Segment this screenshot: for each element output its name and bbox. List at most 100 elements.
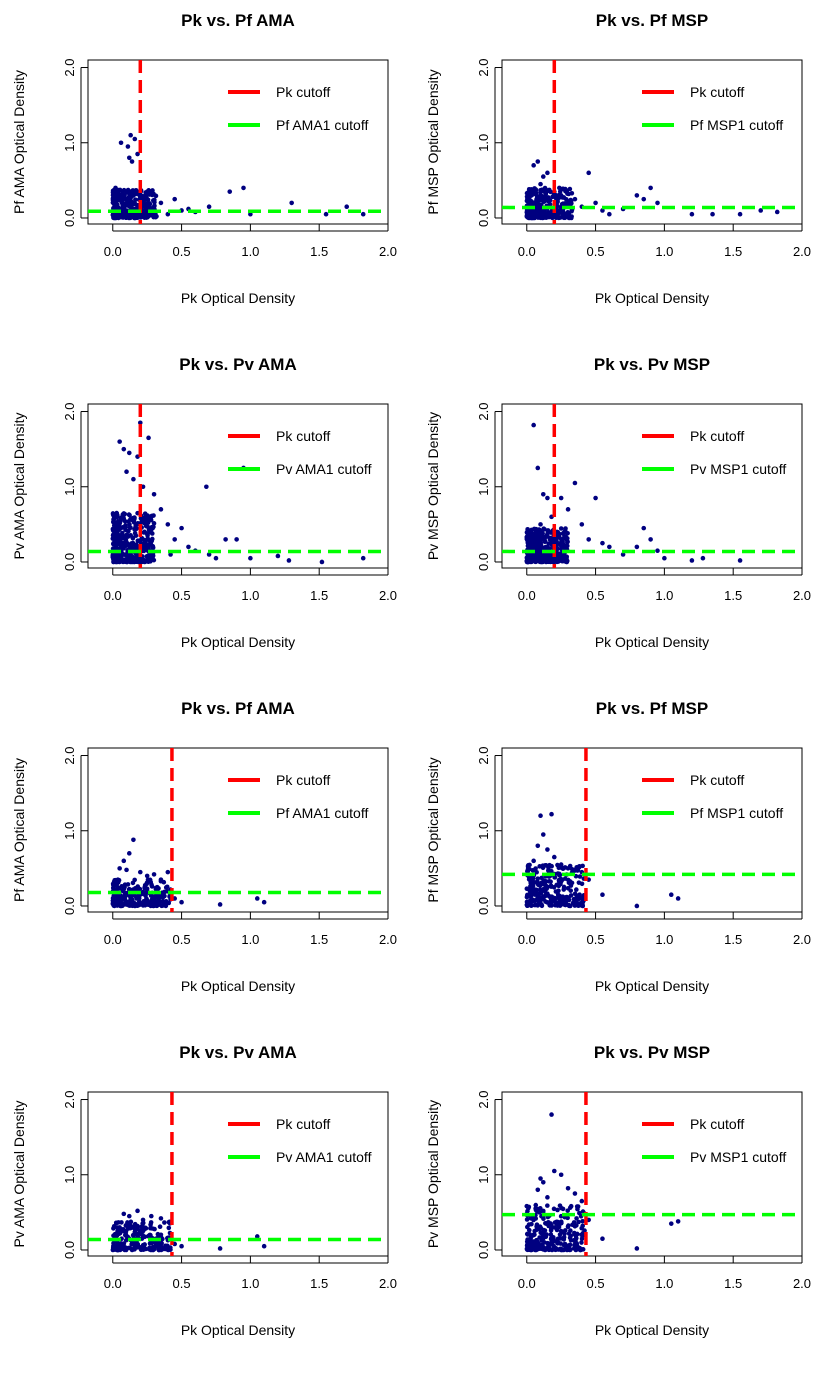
data-point bbox=[558, 876, 564, 882]
data-point bbox=[150, 198, 156, 203]
data-point bbox=[148, 1220, 154, 1225]
scatter-plot: Pk vs. Pf MSP 0.0 0.5 1.0 1.5 2.0 0.0 1.0 2.0 Pk … bbox=[425, 699, 811, 994]
data-point bbox=[158, 877, 164, 882]
data-point bbox=[158, 1232, 164, 1238]
plot-frame bbox=[87, 59, 389, 225]
data-point bbox=[141, 537, 147, 543]
data-point bbox=[675, 1219, 681, 1224]
data-points bbox=[524, 1112, 681, 1253]
data-point bbox=[131, 193, 136, 198]
data-point bbox=[574, 887, 579, 892]
x-tick-label: 2.0 bbox=[793, 244, 811, 259]
data-point bbox=[576, 1219, 581, 1225]
data-point bbox=[593, 200, 598, 206]
data-point bbox=[146, 542, 152, 548]
data-point bbox=[142, 883, 148, 888]
data-point bbox=[564, 559, 570, 565]
data-point bbox=[555, 902, 561, 908]
legend: Pk cutoff Pf MSP1 cutoff bbox=[642, 84, 783, 133]
data-point bbox=[528, 544, 534, 550]
data-point bbox=[565, 866, 571, 871]
data-point bbox=[150, 192, 155, 198]
data-point bbox=[774, 209, 780, 215]
data-point bbox=[607, 211, 612, 217]
data-point bbox=[559, 1220, 564, 1226]
data-point bbox=[206, 204, 212, 209]
x-tick-label: 0.0 bbox=[104, 932, 122, 947]
plot-frame bbox=[87, 1091, 389, 1257]
data-point bbox=[547, 187, 552, 193]
data-point bbox=[112, 203, 117, 208]
data-point bbox=[126, 211, 132, 217]
data-point bbox=[531, 858, 536, 864]
legend: Pk cutoff Pv MSP1 cutoff bbox=[642, 1116, 786, 1165]
data-point bbox=[158, 507, 164, 512]
x-axis-label: Pk Optical Density bbox=[595, 1322, 709, 1338]
data-point bbox=[154, 1243, 159, 1248]
legend-label: Pf AMA1 cutoff bbox=[276, 805, 368, 821]
data-point bbox=[289, 200, 294, 206]
data-point bbox=[526, 900, 531, 906]
data-point bbox=[159, 903, 165, 909]
data-point bbox=[151, 894, 157, 900]
data-point bbox=[560, 201, 566, 207]
data-point bbox=[577, 892, 582, 897]
data-point bbox=[157, 899, 163, 904]
x-tick-label: 1.0 bbox=[655, 1276, 673, 1291]
x-tick-label: 0.0 bbox=[518, 932, 536, 947]
data-point bbox=[156, 1247, 162, 1253]
data-point bbox=[141, 530, 147, 535]
data-point bbox=[531, 1232, 536, 1238]
data-point bbox=[142, 1246, 147, 1251]
data-point bbox=[578, 902, 583, 908]
data-point bbox=[524, 1217, 530, 1222]
x-tick-label: 0.5 bbox=[173, 932, 191, 947]
data-point bbox=[261, 899, 267, 905]
data-point bbox=[538, 533, 543, 538]
data-point bbox=[134, 542, 139, 547]
data-points bbox=[524, 811, 681, 909]
data-point bbox=[344, 204, 350, 209]
data-point bbox=[132, 515, 137, 520]
y-tick-label: 2.0 bbox=[476, 402, 491, 420]
legend-label: Pf MSP1 cutoff bbox=[690, 805, 783, 821]
scatter-panel: Pk vs. Pv MSP 0.0 0.5 1.0 1.5 2.0 0.0 1.0 2.0 Pk … bbox=[414, 344, 828, 688]
data-point bbox=[662, 555, 667, 561]
data-point bbox=[122, 1229, 127, 1234]
data-point bbox=[574, 1235, 579, 1241]
data-point bbox=[146, 435, 151, 441]
data-point bbox=[547, 214, 553, 219]
data-point bbox=[126, 190, 132, 196]
y-axis-label: Pv MSP Optical Density bbox=[425, 412, 441, 560]
y-axis-label: Pf MSP Optical Density bbox=[425, 757, 441, 902]
data-point bbox=[124, 867, 129, 873]
data-point bbox=[558, 862, 564, 867]
data-point bbox=[126, 851, 132, 856]
data-point bbox=[538, 1225, 544, 1231]
x-tick-label: 0.5 bbox=[173, 588, 191, 603]
data-point bbox=[565, 539, 570, 545]
legend: Pk cutoff Pf AMA1 cutoff bbox=[228, 84, 368, 133]
data-points bbox=[524, 159, 780, 221]
data-point bbox=[600, 892, 605, 897]
y-tick-label: 1.0 bbox=[476, 134, 491, 152]
plot-frame bbox=[501, 747, 803, 913]
data-point bbox=[710, 211, 715, 217]
data-point bbox=[556, 883, 562, 889]
y-axis-label: Pv MSP Optical Density bbox=[425, 1100, 441, 1248]
data-point bbox=[172, 196, 177, 202]
data-point bbox=[540, 174, 546, 179]
data-point bbox=[634, 544, 640, 550]
data-point bbox=[560, 1206, 566, 1212]
data-point bbox=[531, 1217, 536, 1223]
data-point bbox=[543, 879, 549, 884]
data-point bbox=[149, 524, 155, 530]
data-point bbox=[128, 1219, 134, 1225]
data-point bbox=[138, 196, 144, 202]
chart-title: Pk vs. Pv AMA bbox=[179, 355, 296, 374]
data-point bbox=[147, 538, 152, 543]
data-point bbox=[151, 204, 157, 209]
data-point bbox=[150, 1226, 155, 1231]
data-point bbox=[565, 200, 571, 206]
data-point bbox=[132, 1229, 138, 1235]
